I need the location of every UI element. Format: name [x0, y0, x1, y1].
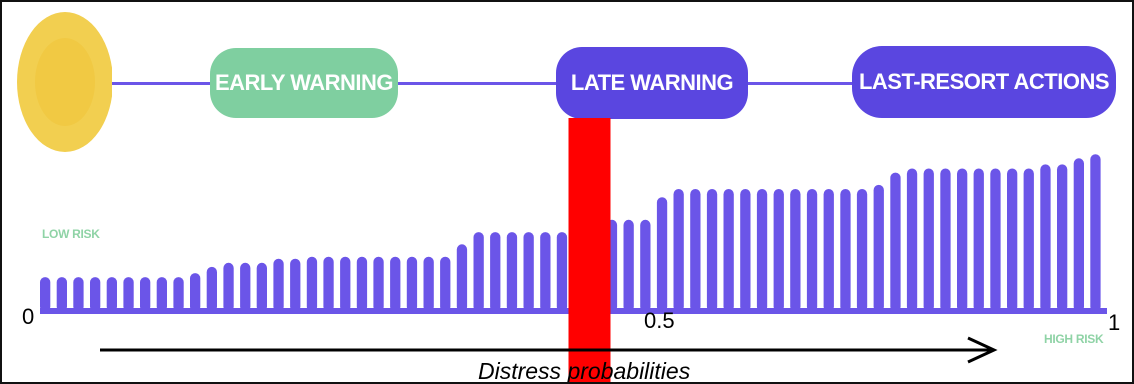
risk-bar: [990, 169, 1000, 313]
risk-bar: [157, 277, 167, 312]
risk-bar: [507, 232, 517, 312]
risk-bar: [307, 257, 317, 312]
risk-bar: [874, 185, 884, 312]
risk-bar: [907, 169, 917, 313]
risk-bar: [440, 257, 450, 312]
risk-bar: [123, 277, 133, 312]
risk-bar: [1040, 164, 1050, 312]
risk-bar: [340, 257, 350, 312]
risk-bar: [1074, 158, 1084, 312]
risk-bar: [373, 257, 383, 312]
risk-bar: [957, 169, 967, 313]
risk-bar: [273, 259, 283, 312]
risk-bar: [1024, 169, 1034, 313]
risk-bar: [890, 173, 900, 312]
risk-bar: [323, 257, 333, 312]
risk-bar: [57, 277, 67, 312]
risk-bar: [90, 277, 100, 312]
axis-title: Distress probabilities: [478, 358, 690, 384]
risk-bar: [624, 220, 634, 312]
axis-min-label: 0: [22, 304, 34, 330]
risk-bar: [73, 277, 83, 312]
risk-bar: [290, 259, 300, 312]
risk-bar: [774, 189, 784, 312]
risk-bar: [757, 189, 767, 312]
risk-bar: [407, 257, 417, 312]
risk-bar: [1007, 169, 1017, 313]
risk-bar: [674, 189, 684, 312]
axis-max-label: 1: [1108, 310, 1120, 336]
risk-bar: [173, 277, 183, 312]
risk-bar: [207, 267, 217, 312]
low-risk-label: LOW RISK: [42, 227, 100, 241]
risk-bar: [457, 244, 467, 312]
risk-bar: [490, 232, 500, 312]
risk-bar: [857, 189, 867, 312]
risk-bar: [974, 169, 984, 313]
risk-bar: [524, 232, 534, 312]
risk-bar: [707, 189, 717, 312]
risk-bar: [724, 189, 734, 312]
risk-bar: [357, 257, 367, 312]
risk-bar: [240, 263, 250, 312]
risk-bar: [657, 197, 667, 312]
risk-bar: [190, 273, 200, 312]
risk-bar: [107, 277, 117, 312]
risk-bar: [824, 189, 834, 312]
risk-bar: [640, 220, 650, 312]
risk-bar: [1090, 154, 1100, 312]
risk-bar: [690, 189, 700, 312]
risk-bar: [257, 263, 267, 312]
risk-bar: [474, 232, 484, 312]
axis-mid-label: 0.5: [644, 308, 675, 334]
high-risk-label: HIGH RISK: [1044, 332, 1103, 346]
threshold-band: [569, 118, 611, 384]
risk-bar: [40, 277, 50, 312]
risk-bar: [790, 189, 800, 312]
risk-bar: [424, 257, 434, 312]
risk-bar: [557, 232, 567, 312]
risk-bar: [940, 169, 950, 313]
risk-bar: [540, 232, 550, 312]
risk-bar: [1057, 164, 1067, 312]
risk-bar: [140, 277, 150, 312]
risk-bar: [924, 169, 934, 313]
risk-bar: [840, 189, 850, 312]
risk-bar: [390, 257, 400, 312]
risk-bar: [807, 189, 817, 312]
risk-bar: [740, 189, 750, 312]
risk-bar: [223, 263, 233, 312]
